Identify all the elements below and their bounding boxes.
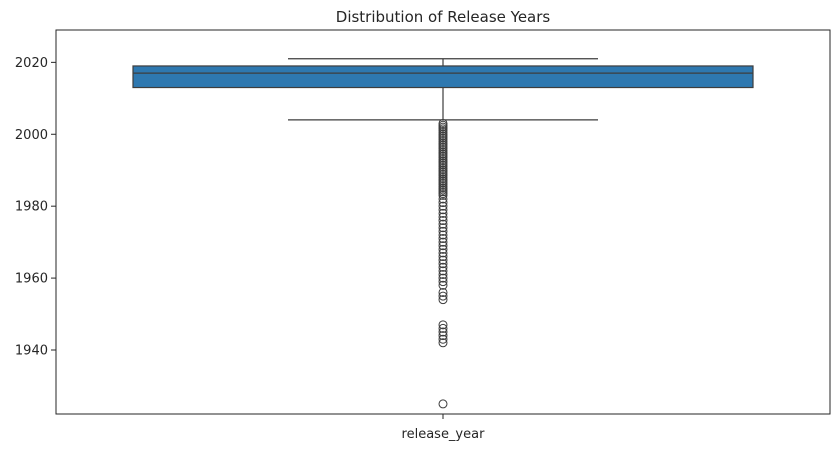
outlier-point <box>438 338 448 348</box>
y-tick-label-2000: 2000 <box>15 128 48 143</box>
outlier-point <box>438 216 448 226</box>
outlier-point <box>438 219 448 229</box>
outlier-point <box>438 399 448 409</box>
outlier-point <box>438 237 448 247</box>
outlier-point <box>438 266 448 276</box>
chart-title: Distribution of Release Years <box>336 8 551 26</box>
outlier-point <box>438 295 448 305</box>
outlier-point <box>438 273 448 283</box>
outlier-point <box>438 212 448 222</box>
outlier-point <box>438 280 448 290</box>
outlier-point <box>438 208 448 218</box>
outlier-point <box>438 255 448 265</box>
outlier-point <box>438 331 448 341</box>
y-tick-label-1980: 1980 <box>15 200 48 215</box>
outlier-point <box>438 277 448 287</box>
x-tick-label-release_year: release_year <box>402 427 486 442</box>
outlier-point <box>438 248 448 258</box>
iqr-box <box>132 65 754 89</box>
outlier-point <box>438 226 448 236</box>
plot-marks <box>132 58 754 409</box>
outlier-point <box>438 230 448 240</box>
outlier-point <box>438 320 448 330</box>
outlier-point <box>438 259 448 269</box>
outlier-point <box>438 262 448 272</box>
outlier-point <box>438 205 448 215</box>
y-tick-label-1960: 1960 <box>15 272 48 287</box>
outlier-point <box>438 198 448 208</box>
outlier-point <box>438 291 448 301</box>
outlier-point <box>438 223 448 233</box>
outlier-point <box>438 334 448 344</box>
outlier-point <box>438 194 448 204</box>
y-tick-label-1940: 1940 <box>15 344 48 359</box>
outlier-point <box>438 287 448 297</box>
outlier-point <box>438 201 448 211</box>
outlier-point <box>438 269 448 279</box>
outlier-point <box>438 234 448 244</box>
y-axis: 1940 1960 1980 2000 2020 <box>15 56 56 359</box>
outlier-point <box>438 241 448 251</box>
outlier-point <box>438 252 448 262</box>
outlier-point <box>438 327 448 337</box>
x-axis: release_year <box>402 414 486 442</box>
outlier-point <box>438 190 448 200</box>
y-tick-label-2020: 2020 <box>15 56 48 71</box>
outlier-point <box>438 244 448 254</box>
outlier-point <box>438 323 448 333</box>
